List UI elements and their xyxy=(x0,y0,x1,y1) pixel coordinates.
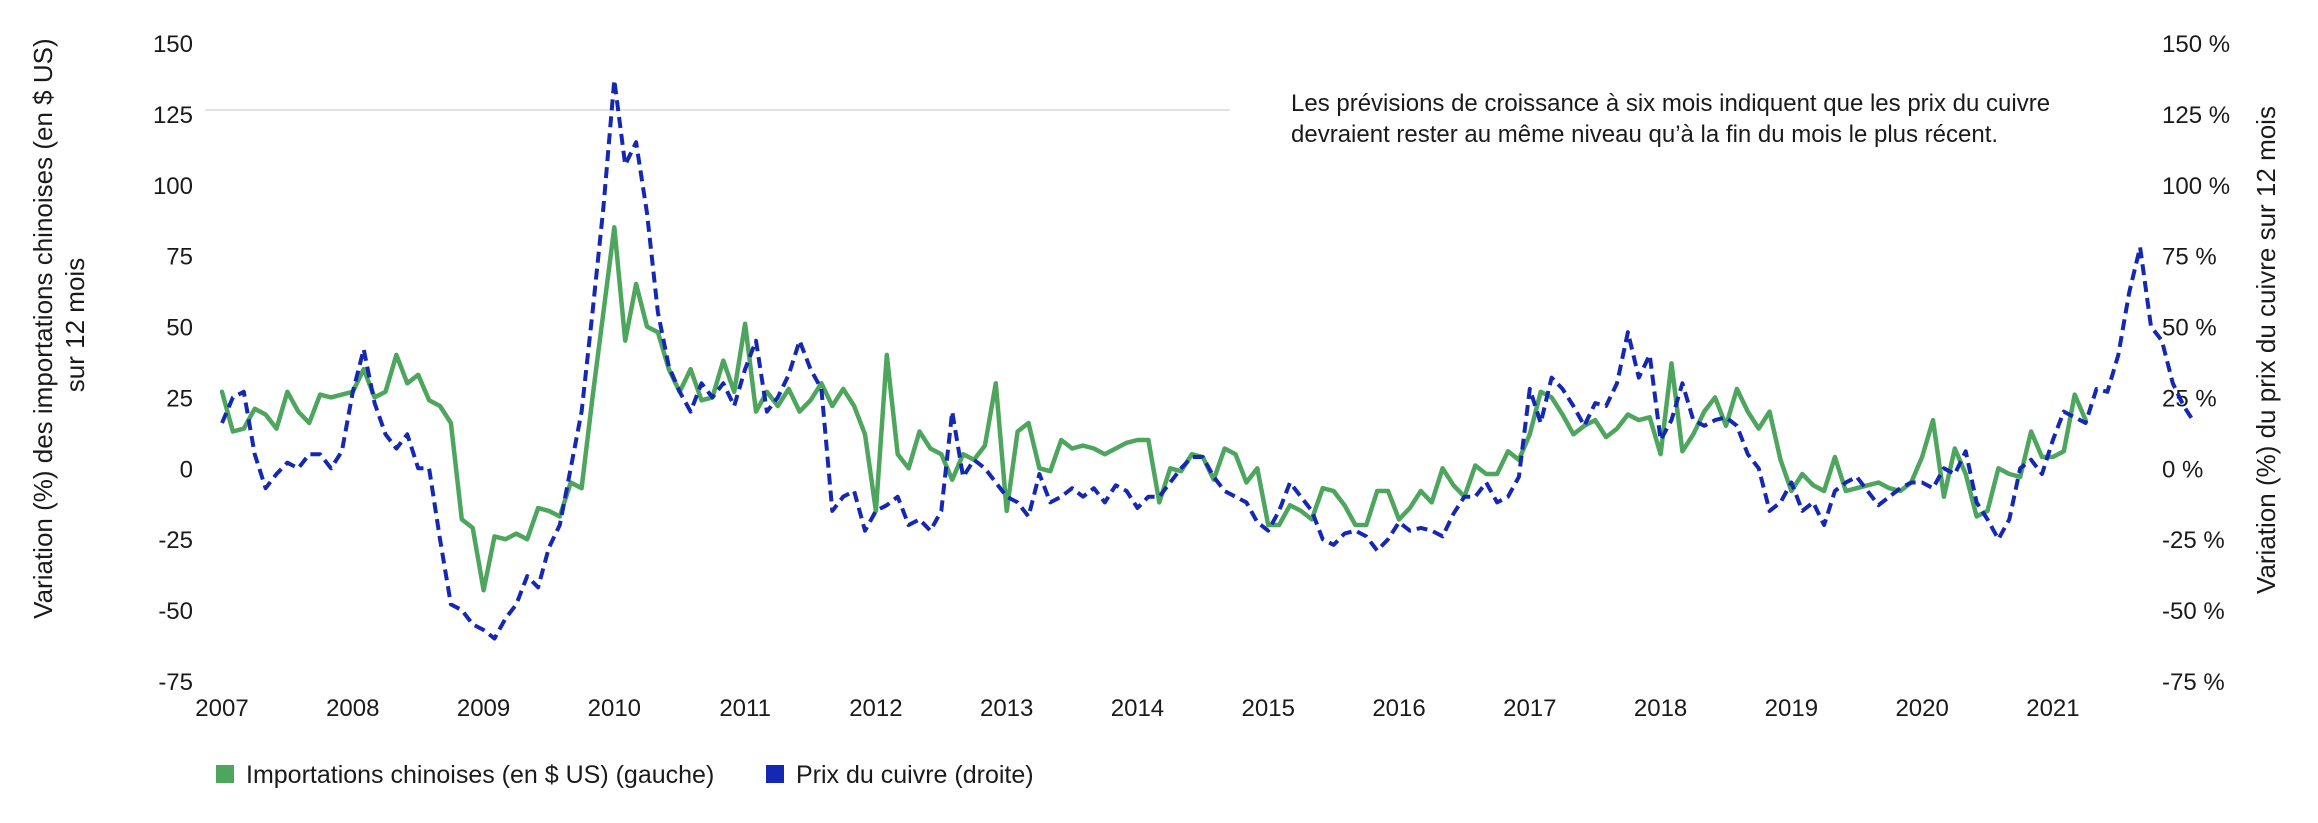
right-y-tick-label: 0 % xyxy=(2162,456,2203,483)
legend-swatch-copper-price xyxy=(766,765,784,783)
x-tick-labels: 2007 2008 2009 2010 2011 2012 2013 2014 2015 2016… xyxy=(195,695,2079,722)
x-tick-label: 2017 xyxy=(1503,695,1556,722)
x-tick-label: 2018 xyxy=(1634,695,1687,722)
legend-swatch-chinese-imports xyxy=(216,765,234,783)
x-tick-label: 2013 xyxy=(980,695,1033,722)
left-y-axis-title-line2: sur 12 mois xyxy=(60,258,90,392)
right-y-tick-label: 100 % xyxy=(2162,173,2230,200)
x-tick-label: 2011 xyxy=(719,695,771,722)
annotation-line-2: devraient rester au même niveau qu’à la … xyxy=(1291,121,1998,148)
right-y-tick-label: -50 % xyxy=(2162,598,2225,625)
left-y-tick-label: -75 xyxy=(158,669,193,696)
x-tick-label: 2021 xyxy=(2026,695,2079,722)
left-y-axis-title-line1: Variation (%) des importations chinoises… xyxy=(28,38,58,618)
right-y-tick-labels: 150 % 125 % 100 % 75 % 50 % 25 % 0 % -25 % -50 %… xyxy=(2162,31,2230,696)
right-y-tick-label: 25 % xyxy=(2162,385,2217,412)
left-y-tick-label: 75 xyxy=(166,244,193,271)
left-y-tick-label: -50 xyxy=(158,598,193,625)
right-y-tick-label: 125 % xyxy=(2162,102,2230,129)
x-tick-label: 2015 xyxy=(1242,695,1295,722)
x-tick-label: 2008 xyxy=(326,695,379,722)
x-tick-label: 2020 xyxy=(1895,695,1948,722)
right-y-tick-label: -25 % xyxy=(2162,527,2225,554)
legend-label-chinese-imports: Importations chinoises (en $ US) (gauche… xyxy=(246,761,714,789)
series-line-chinese-imports xyxy=(219,225,2088,593)
right-y-tick-label: 50 % xyxy=(2162,315,2217,342)
x-tick-label: 2019 xyxy=(1765,695,1818,722)
x-tick-label: 2012 xyxy=(849,695,902,722)
annotation-line-1: Les prévisions de croissance à six mois … xyxy=(1291,90,2050,117)
right-y-axis-title: Variation (%) du prix du cuivre sur 12 m… xyxy=(2251,106,2281,594)
x-tick-label: 2007 xyxy=(195,695,248,722)
left-y-axis-title: Variation (%) des importations chinoises… xyxy=(28,31,90,619)
series-line-copper-price xyxy=(220,77,2197,641)
right-y-tick-label: -75 % xyxy=(2162,669,2225,696)
left-y-tick-label: 150 xyxy=(153,31,193,58)
left-y-tick-label: 50 xyxy=(166,315,193,342)
right-y-tick-label: 75 % xyxy=(2162,244,2217,271)
left-y-tick-label: 100 xyxy=(153,173,193,200)
x-tick-label: 2010 xyxy=(588,695,641,722)
legend-label-copper-price: Prix du cuivre (droite) xyxy=(796,761,1034,789)
x-tick-label: 2014 xyxy=(1111,695,1164,722)
x-tick-label: 2009 xyxy=(457,695,510,722)
left-y-tick-label: -25 xyxy=(158,527,193,554)
left-y-tick-labels: 150 125 100 75 50 25 0 -25 -50 -75 xyxy=(153,31,193,696)
left-y-tick-label: 125 xyxy=(153,102,193,129)
x-tick-label: 2016 xyxy=(1372,695,1425,722)
left-y-tick-label: 25 xyxy=(166,385,193,412)
left-y-tick-label: 0 xyxy=(180,456,193,483)
right-y-tick-label: 150 % xyxy=(2162,31,2230,58)
legend: Importations chinoises (en $ US) (gauche… xyxy=(216,761,1034,789)
